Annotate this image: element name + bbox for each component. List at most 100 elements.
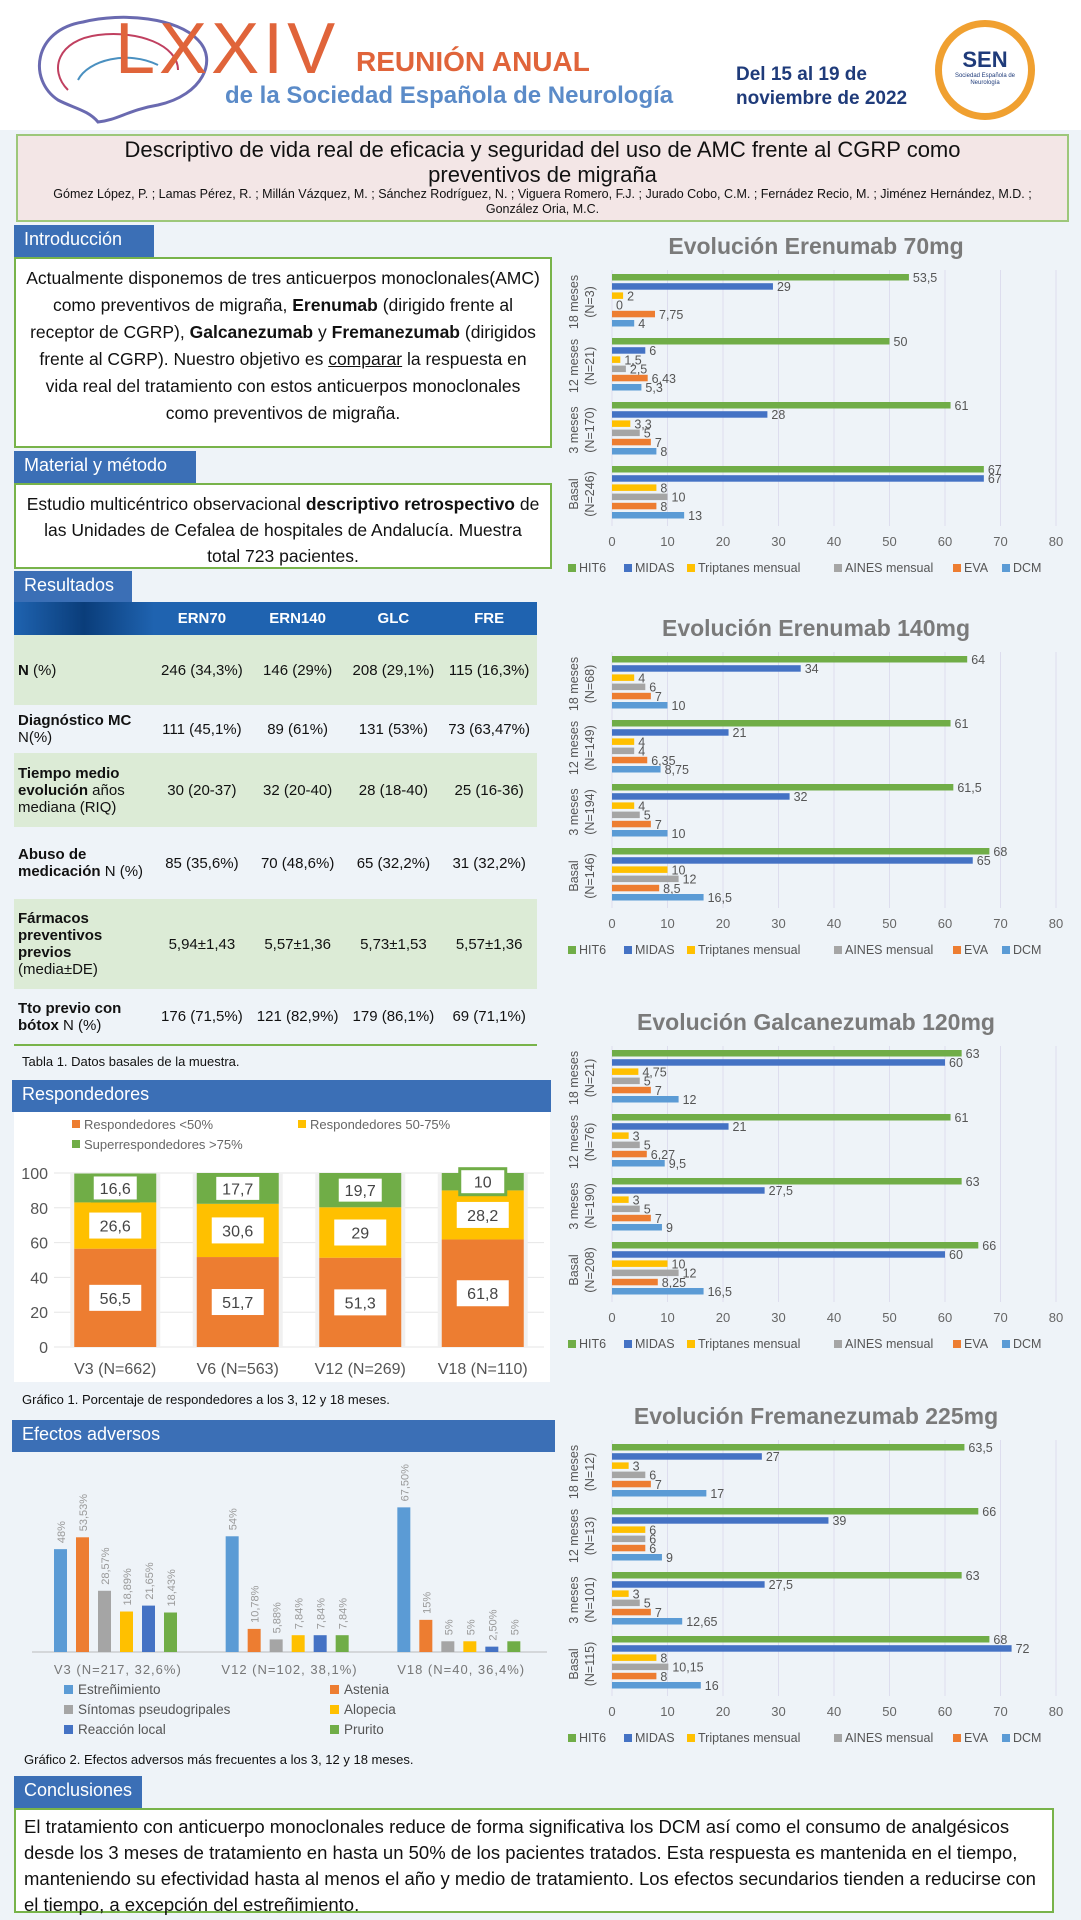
bar: [612, 1269, 679, 1277]
bar-value-label: 7: [655, 1212, 662, 1226]
legend-swatch: [1002, 1340, 1010, 1348]
legend-label: HIT6: [579, 561, 606, 575]
bar: [612, 1471, 646, 1479]
group-label-n: (N=3): [583, 286, 597, 318]
bar-value-label: 3: [633, 1587, 640, 1601]
bar-value-label: 10: [672, 1257, 686, 1271]
group-label: Basal: [567, 860, 581, 891]
sen-logo-text: SEN: [962, 47, 1008, 72]
legend-swatch: [953, 1340, 961, 1348]
segment-label: 51,3: [345, 1295, 376, 1312]
group-label-n: (N=246): [583, 471, 597, 517]
legend-label: Astenia: [344, 1682, 390, 1697]
category-label: V18 (N=40, 36,4%): [397, 1662, 525, 1677]
galcanezumab-120-chart: Evolución Galcanezumab 120mg 0 10 20 30 40 50 6…: [567, 1009, 1063, 1351]
bar: [612, 1068, 639, 1075]
results-heading: Resultados: [14, 571, 132, 603]
bar: [612, 320, 635, 327]
x-tick-label: 80: [1049, 534, 1063, 549]
bar-value-label: 61: [955, 717, 969, 731]
legend-swatch: [953, 1734, 961, 1742]
bar-value-label: 3: [633, 1129, 640, 1143]
row-label-rest: años mediana (RIQ): [18, 781, 125, 816]
chart-title: Evolución Fremanezumab 225mg: [634, 1403, 998, 1429]
legend-swatch: [298, 1120, 306, 1128]
legend-swatch: [834, 946, 842, 954]
category-label: V12 (N=269): [315, 1361, 406, 1378]
bar: [612, 1608, 651, 1616]
bar: [612, 1618, 683, 1625]
bar-value-label: 5%: [465, 1619, 477, 1635]
bar-value-label: 32: [794, 790, 808, 804]
x-tick-label: 20: [716, 534, 730, 549]
bar-value-label: 4,75: [642, 1065, 666, 1079]
row-label-rest: (media±DE): [18, 961, 98, 978]
bar-value-label: 6,27: [651, 1148, 675, 1162]
bar-value-label: 16,5: [708, 1285, 732, 1299]
bar-value-label: 10,15: [672, 1661, 703, 1675]
intro-text: Actualmente disponemos de tres anticuerp…: [14, 257, 552, 448]
table-cell: 208 (29,1%): [345, 635, 442, 705]
table-corner: [14, 602, 154, 635]
bar: [612, 512, 685, 519]
table-cell: 28 (18-40): [345, 753, 442, 827]
x-tick-label: 0: [608, 534, 615, 549]
bar: [612, 894, 704, 901]
group-label-n: (N=146): [583, 853, 597, 899]
bar-value-label: 12: [683, 1267, 697, 1281]
bar-value-label: 5%: [443, 1619, 455, 1635]
bar-value-label: 60: [949, 1248, 963, 1262]
intro-galcanezumab: Galcanezumab: [189, 322, 314, 342]
legend-swatch: [72, 1140, 80, 1148]
bar: [612, 1453, 762, 1460]
legend-label: EVA: [964, 561, 989, 575]
x-tick-label: 20: [716, 1310, 730, 1325]
table-row: Diagnóstico MC N(%) 111 (45,1%) 89 (61%) 13…: [14, 705, 537, 753]
row-label-bold: N: [18, 661, 29, 679]
bar-value-label: 18,89%: [122, 1568, 134, 1606]
x-tick-label: 70: [993, 1704, 1007, 1719]
bar-value-label: 4: [638, 799, 645, 813]
bar-value-label: 10: [672, 863, 686, 877]
bar-value-label: 4: [638, 735, 645, 749]
bar-value-label: 1,5: [624, 353, 641, 367]
bar: [98, 1590, 111, 1652]
date-line-2: noviembre de 2022: [736, 88, 908, 109]
row-label: Tiempo medio evolución años mediana (RIQ…: [14, 753, 154, 827]
bar-value-label: 10: [672, 491, 686, 505]
bar-value-label: 28: [771, 408, 785, 422]
segment-label-box: [458, 1167, 508, 1197]
bar-value-label: 8,75: [665, 763, 689, 777]
bar-value-label: 67,50%: [399, 1464, 411, 1502]
bar: [612, 1654, 657, 1661]
adverse-svg: 48% 53,53% 28,57% 18,89% 21,65% 18,43% V3 (N=2…: [32, 1464, 547, 1737]
bar: [397, 1507, 411, 1652]
bar: [313, 1635, 327, 1652]
x-tick-label: 10: [660, 1704, 674, 1719]
bar-value-label: 7,84%: [294, 1598, 306, 1629]
legend-label: MIDAS: [635, 561, 675, 575]
bar-value-label: 21,65%: [144, 1562, 156, 1600]
legend-swatch: [687, 946, 695, 954]
bar-value-label: 17: [710, 1487, 724, 1501]
table-cell: 32 (20-40): [249, 753, 346, 827]
legend-swatch: [72, 1120, 80, 1128]
bar: [612, 702, 668, 709]
legend-swatch: [568, 946, 576, 954]
bar: [612, 1178, 962, 1185]
bar: [225, 1536, 239, 1652]
bar-value-label: 8: [660, 481, 667, 495]
bar: [291, 1635, 305, 1652]
table-cell: 89 (61%): [267, 720, 329, 738]
table-cell: 30 (20-37): [154, 753, 250, 827]
bar: [612, 802, 635, 809]
x-tick-label: 30: [771, 1704, 785, 1719]
group-label-n: (N=21): [583, 1059, 597, 1098]
legend-label: MIDAS: [635, 1337, 675, 1351]
bar-value-label: 68: [993, 1633, 1007, 1647]
bar: [612, 683, 646, 691]
x-tick-label: 70: [993, 1310, 1007, 1325]
bar-value-label: 67: [988, 472, 1002, 486]
bar-value-label: 7,84%: [316, 1598, 328, 1629]
bar-value-label: 2: [627, 289, 634, 303]
